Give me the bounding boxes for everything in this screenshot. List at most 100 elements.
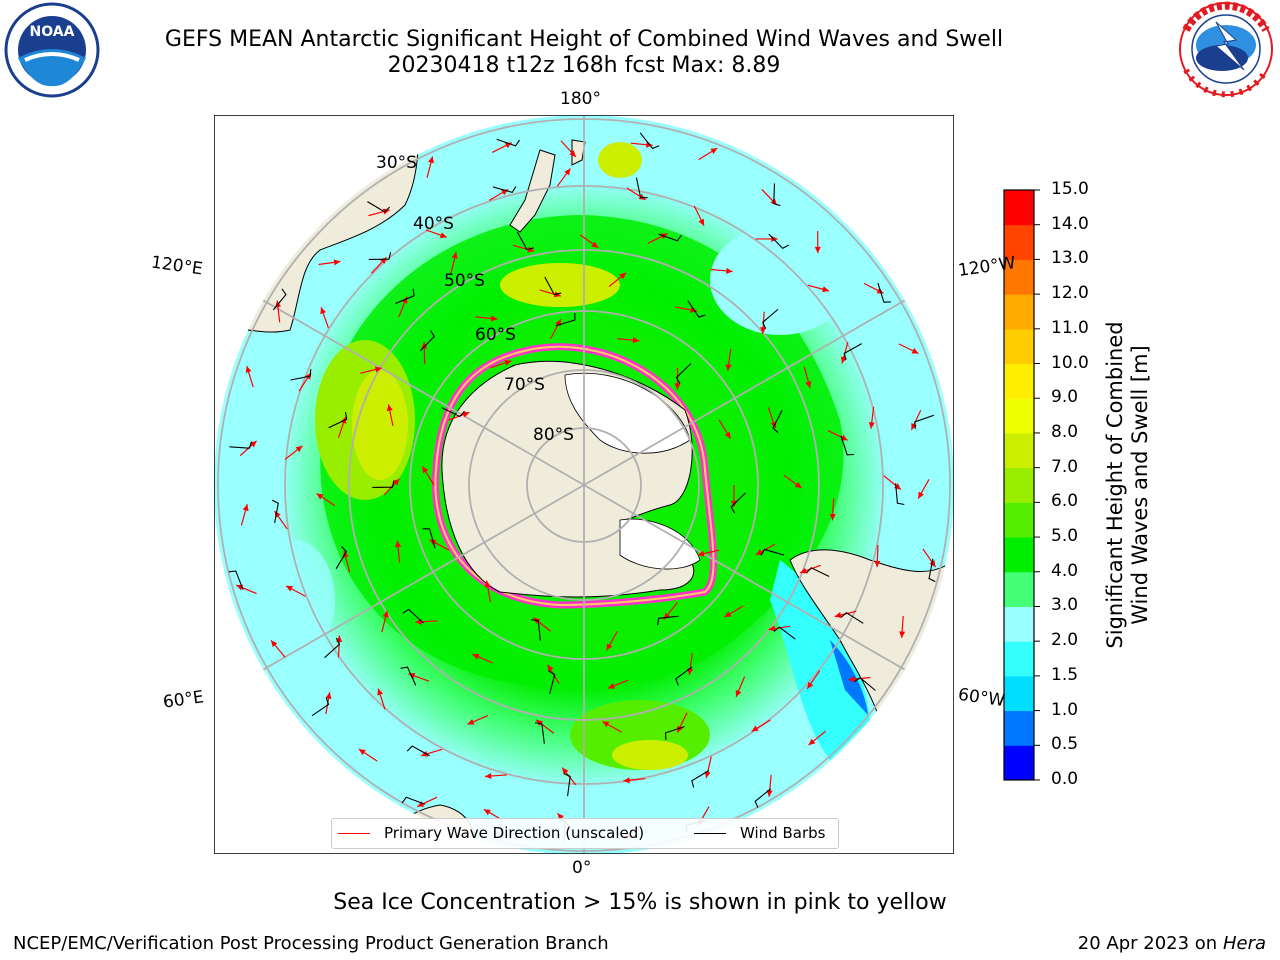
colorbar-bin: [1004, 710, 1034, 746]
wave-arrowhead: [768, 625, 776, 632]
lon-label-180: 180°: [560, 89, 601, 109]
colorbar-tick-label: 4.0: [1051, 560, 1079, 581]
colorbar-bin: [1004, 467, 1034, 503]
wave-arrowhead: [619, 272, 627, 280]
wind-barb: [914, 414, 934, 429]
colorbar-tick-label: 6.0: [1051, 491, 1079, 512]
wind-barb: [691, 770, 710, 788]
wind-barb: [840, 611, 864, 624]
colorbar-label: Significant Height of Combined Wind Wave…: [1103, 321, 1153, 648]
wind-barb: [928, 558, 936, 583]
wind-barb: [754, 788, 772, 808]
wave-arrowhead: [242, 504, 249, 512]
wind-barb: [311, 697, 330, 717]
wave-arrowhead: [808, 738, 816, 746]
legend-swatch-black: [694, 832, 726, 834]
wind-barb: [773, 183, 781, 207]
wave-arrowhead: [382, 208, 390, 215]
wind-barb: [531, 619, 541, 641]
footer-date: 20 Apr 2023 on Hera: [1078, 933, 1266, 954]
wave-arrowhead: [677, 725, 683, 733]
wave-arrowhead: [333, 259, 341, 266]
map-legend: Primary Wave Direction (unscaled) Wind B…: [331, 818, 839, 849]
wind-barb: [400, 666, 417, 686]
noaa-logo-text: NOAA: [30, 24, 75, 40]
wave-arrowhead: [484, 772, 492, 780]
wind-barb: [402, 608, 424, 624]
wind-barb: [422, 528, 436, 549]
colorbar-label-line2: Wind Waves and Swell [m]: [1128, 345, 1152, 625]
lon-label-0: 0°: [572, 858, 592, 878]
wave-arrowhead: [726, 267, 733, 274]
wind-barb: [544, 276, 562, 296]
colorbar-tick-label: 1.5: [1051, 664, 1079, 685]
lat-label-60s: 60°S: [475, 325, 516, 345]
wave-arrowhead: [428, 156, 434, 164]
wind-barb: [496, 138, 521, 147]
wave-arrowhead: [794, 481, 802, 489]
colorbar-bin: [1004, 432, 1034, 469]
wind-barb: [328, 412, 348, 429]
wave-arrowhead: [394, 540, 402, 548]
wind-barb: [772, 410, 783, 434]
wave-arrowhead: [382, 610, 389, 618]
wave-arrowhead: [295, 445, 303, 453]
wave-arrowhead: [822, 286, 830, 293]
wind-barb: [806, 567, 830, 577]
wave-arrowhead: [607, 683, 615, 689]
colorbar-bin: [1004, 398, 1034, 434]
colorbar-bin: [1004, 502, 1034, 538]
wave-arrowhead: [467, 718, 475, 725]
wind-barb: [840, 435, 855, 456]
legend-label-wind-barbs: Wind Barbs: [740, 824, 826, 842]
footer-credit: NCEP/EMC/Verification Post Processing Pr…: [13, 933, 609, 954]
colorbar-bin: [1004, 571, 1034, 607]
wind-barb: [773, 626, 796, 640]
wind-barb: [675, 666, 693, 686]
nws-logo: [1179, 1, 1273, 98]
colorbar-frame: [1003, 189, 1035, 781]
lat-label-50s: 50°S: [444, 271, 485, 291]
wave-arrowhead: [725, 364, 732, 371]
colorbar-bin: [1004, 537, 1034, 573]
legend-item-wind-barbs: Wind Barbs: [694, 824, 825, 842]
colorbar-tick-label: 3.0: [1051, 595, 1079, 616]
wave-arrowhead: [325, 692, 332, 699]
wave-arrowhead: [245, 366, 252, 373]
wave-arrowhead: [751, 725, 759, 732]
wind-barb: [228, 570, 244, 590]
footer-host: Hera: [1222, 933, 1266, 954]
colorbar-bin: [1004, 745, 1034, 781]
colorbar-tick-label: 13.0: [1051, 248, 1089, 269]
noaa-logo: NOAA: [4, 2, 100, 98]
wave-arrowhead: [632, 337, 640, 344]
wave-arrowhead: [834, 612, 842, 618]
wave-arrowhead: [698, 218, 705, 226]
wave-arrowhead: [462, 411, 470, 418]
map-area: [214, 115, 954, 854]
colorbar-bin: [1004, 675, 1034, 712]
wave-arrowhead: [439, 232, 447, 239]
wind-barb: [563, 773, 571, 797]
colorbar-bin: [1004, 190, 1034, 226]
colorbar-tick-label: 0.0: [1051, 769, 1079, 789]
wave-arrowhead: [623, 777, 630, 784]
wave-arrowhead: [814, 246, 821, 254]
colorbar-bin: [1004, 259, 1034, 295]
wind-barb: [760, 548, 784, 556]
wave-arrowhead: [724, 431, 731, 439]
lat-label-70s: 70°S: [504, 375, 545, 395]
lat-label-30s: 30°S: [376, 153, 417, 173]
wave-arrowhead: [377, 688, 384, 696]
legend-item-wave-direction: Primary Wave Direction (unscaled): [338, 824, 644, 842]
wave-arrowhead: [374, 366, 382, 373]
wave-arrowhead: [285, 585, 293, 592]
wave-arrowhead: [710, 148, 718, 155]
colorbar: [1003, 189, 1040, 781]
wave-arrowhead: [562, 767, 569, 775]
wave-arrowhead: [392, 478, 400, 486]
wave-arrowhead: [504, 359, 512, 366]
wind-barb: [516, 231, 534, 251]
wave-arrowhead: [320, 307, 327, 315]
